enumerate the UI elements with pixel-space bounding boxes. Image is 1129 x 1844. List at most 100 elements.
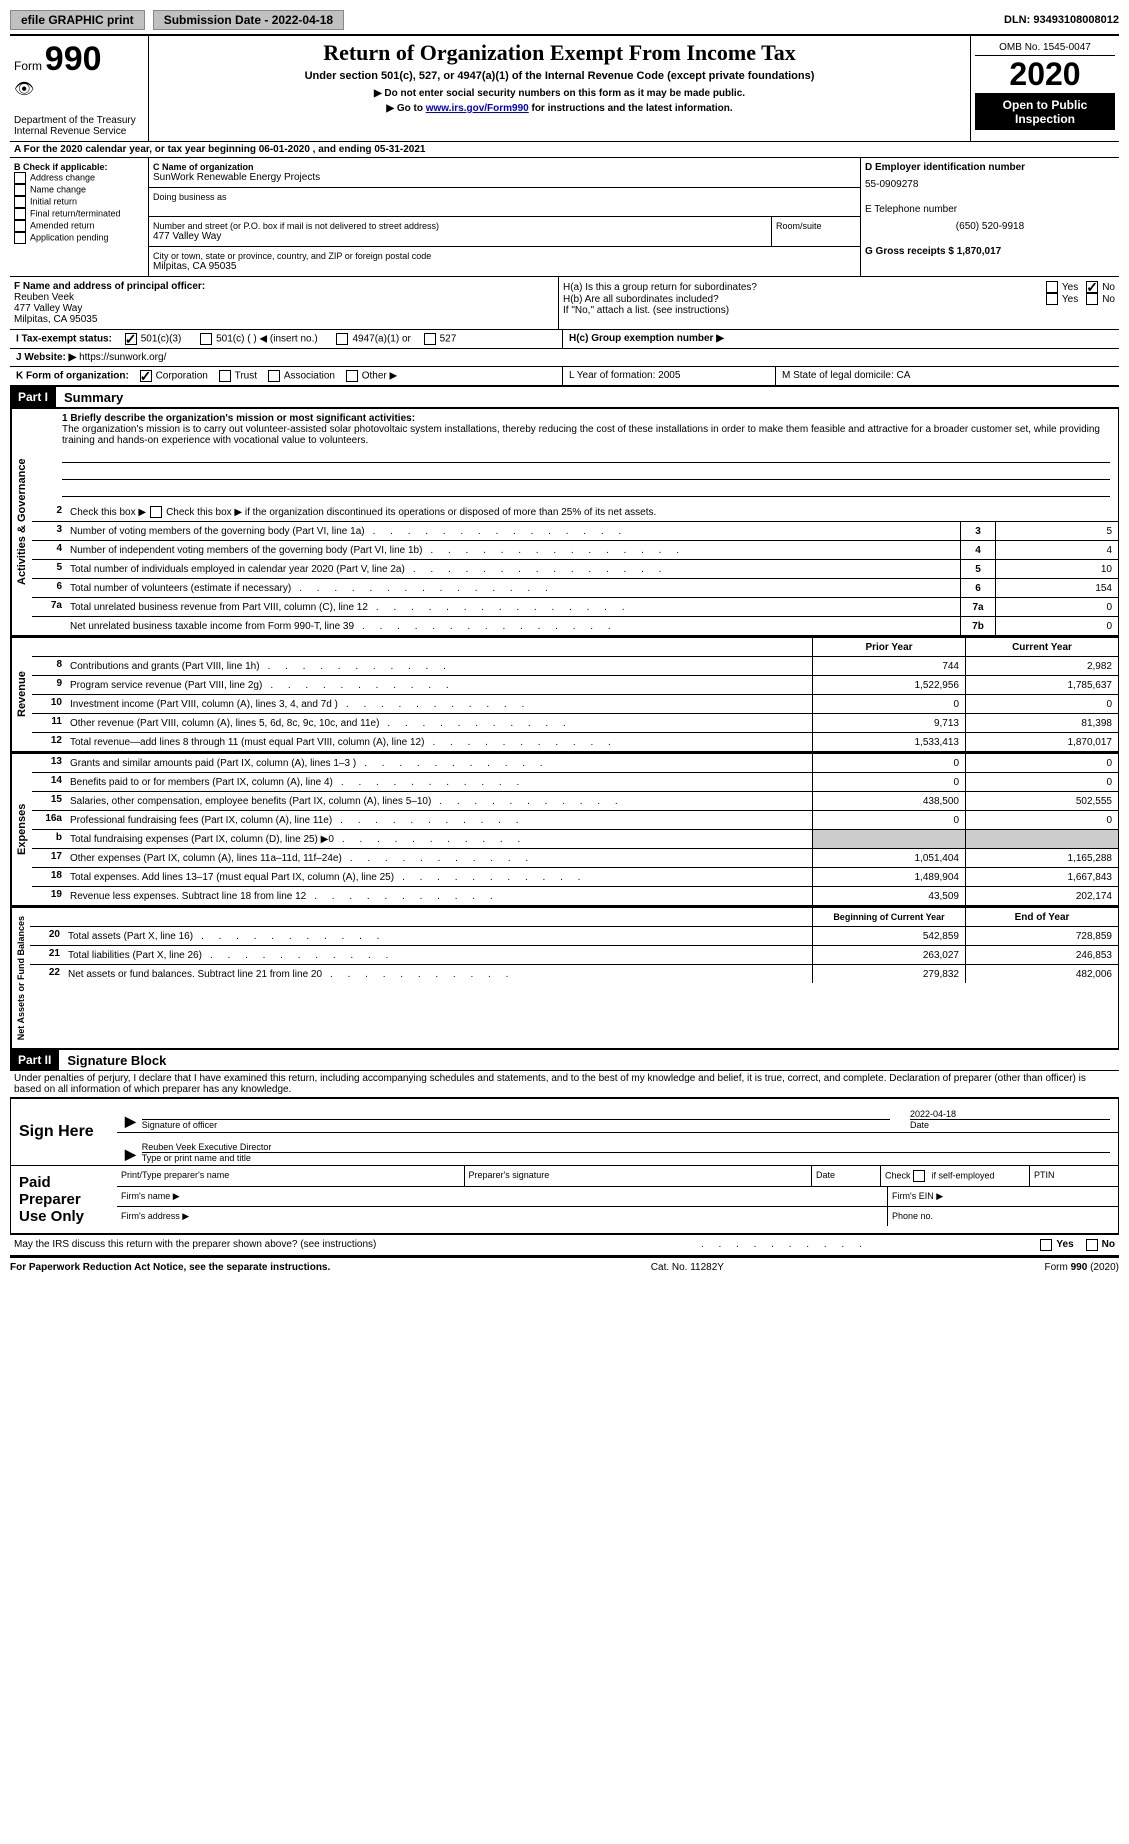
checkbox-hb-yes[interactable] [1046, 293, 1058, 305]
checkbox-ha-yes[interactable] [1046, 281, 1058, 293]
checkbox-initial-return[interactable] [14, 196, 26, 208]
ein-value: 55-0909278 [865, 179, 1115, 190]
officer-addr2: Milpitas, CA 95035 [14, 314, 554, 325]
row-l: L Year of formation: 2005 [563, 367, 776, 385]
firm-name-label: Firm's name ▶ [117, 1187, 888, 1206]
topbar: efile GRAPHIC print Submission Date - 20… [10, 10, 1119, 30]
ha-label: H(a) Is this a group return for subordin… [563, 282, 1046, 293]
vert-expenses: Expenses [11, 754, 32, 905]
checkbox-ha-no[interactable] [1086, 281, 1098, 293]
part1-title: Summary [56, 390, 123, 405]
sig-date-value: 2022-04-18 [910, 1109, 1110, 1120]
city-label: City or town, state or province, country… [153, 251, 856, 261]
discuss-text: May the IRS discuss this return with the… [14, 1239, 693, 1251]
row-k-label: K Form of organization: [16, 371, 129, 382]
checkbox-address-change[interactable] [14, 172, 26, 184]
sig-name-title-label: Type or print name and title [142, 1153, 1110, 1163]
irs-link[interactable]: www.irs.gov/Form990 [426, 103, 529, 114]
checkbox-discontinued[interactable] [150, 506, 162, 518]
part2-header: Part II [10, 1050, 59, 1070]
addr-value: 477 Valley Way [153, 231, 767, 242]
room-label: Room/suite [776, 221, 856, 231]
checkbox-name-change[interactable] [14, 184, 26, 196]
summary-expenses: Expenses 13 Grants and similar amounts p… [10, 752, 1119, 906]
part1-header-row: Part I Summary [10, 386, 1119, 408]
checkbox-4947[interactable] [336, 333, 348, 345]
submission-date-button[interactable]: Submission Date - 2022-04-18 [153, 10, 344, 30]
form-title: Return of Organization Exempt From Incom… [153, 40, 966, 66]
dln-label: DLN: 93493108008012 [1004, 14, 1119, 26]
checkbox-527[interactable] [424, 333, 436, 345]
dept-treasury: Department of the Treasury [14, 115, 144, 126]
checkbox-hb-no[interactable] [1086, 293, 1098, 305]
ptin-label: PTIN [1030, 1166, 1118, 1186]
firm-addr-label: Firm's address ▶ [117, 1207, 888, 1226]
prep-name-label: Print/Type preparer's name [117, 1166, 465, 1186]
phone-value: (650) 520-9918 [865, 221, 1115, 232]
checkbox-final-return[interactable] [14, 208, 26, 220]
checkbox-discuss-yes[interactable] [1040, 1239, 1052, 1251]
omb-number: OMB No. 1545-0047 [975, 40, 1115, 56]
vert-revenue: Revenue [11, 638, 32, 751]
row-i-label: I Tax-exempt status: [16, 334, 112, 345]
form-note-1: ▶ Do not enter social security numbers o… [153, 88, 966, 99]
end-year-header: End of Year [965, 908, 1118, 926]
signature-block: Sign Here ▶ Signature of officer 2022-04… [10, 1098, 1119, 1235]
checkbox-assoc[interactable] [268, 370, 280, 382]
footer-left: For Paperwork Reduction Act Notice, see … [10, 1262, 330, 1273]
city-value: Milpitas, CA 95035 [153, 261, 856, 272]
prep-sig-label: Preparer's signature [465, 1166, 813, 1186]
sign-here-label: Sign Here [11, 1099, 117, 1165]
mission-text: The organization's mission is to carry o… [62, 424, 1110, 446]
phone-label: E Telephone number [865, 204, 1115, 215]
mission-label: 1 Briefly describe the organization's mi… [62, 413, 1110, 424]
footer-right: Form 990 (2020) [1045, 1262, 1119, 1273]
part2-title: Signature Block [59, 1053, 166, 1068]
row-j-label: J Website: ▶ [16, 352, 76, 363]
section-a: A For the 2020 calendar year, or tax yea… [10, 142, 1119, 158]
hb-note: If "No," attach a list. (see instruction… [563, 305, 1115, 316]
sig-date-label: Date [910, 1120, 1110, 1130]
dba-label: Doing business as [153, 192, 856, 202]
checkbox-self-employed[interactable] [913, 1170, 925, 1182]
firm-phone-label: Phone no. [888, 1207, 1118, 1226]
prep-check-label: Check if self-employed [881, 1166, 1030, 1186]
current-year-header: Current Year [965, 638, 1118, 656]
summary-netassets: Net Assets or Fund Balances Beginning of… [10, 906, 1119, 1049]
addr-label: Number and street (or P.O. box if mail i… [153, 221, 767, 231]
efile-print-button[interactable]: efile GRAPHIC print [10, 10, 145, 30]
form-header: Form 990 👁 Department of the Treasury In… [10, 34, 1119, 142]
firm-ein-label: Firm's EIN ▶ [888, 1187, 1118, 1206]
checkbox-pending[interactable] [14, 232, 26, 244]
line2-text: Check this box ▶ [70, 507, 146, 518]
officer-label: F Name and address of principal officer: [14, 281, 554, 292]
part1-header: Part I [10, 387, 56, 407]
tax-year: 2020 [975, 56, 1115, 94]
checkbox-trust[interactable] [219, 370, 231, 382]
beg-year-header: Beginning of Current Year [812, 908, 965, 926]
org-name: SunWork Renewable Energy Projects [153, 172, 856, 183]
prior-year-header: Prior Year [812, 638, 965, 656]
form-subtitle: Under section 501(c), 527, or 4947(a)(1)… [153, 70, 966, 82]
dept-irs: Internal Revenue Service [14, 126, 144, 137]
form-note-2: ▶ Go to www.irs.gov/Form990 for instruct… [153, 103, 966, 114]
gross-receipts: G Gross receipts $ 1,870,017 [865, 246, 1115, 257]
checkbox-501c3[interactable] [125, 333, 137, 345]
vert-netassets: Net Assets or Fund Balances [11, 908, 30, 1048]
checkbox-501c[interactable] [200, 333, 212, 345]
form-number: 990 [45, 40, 102, 78]
part2-header-row: Part II Signature Block [10, 1049, 1119, 1071]
arrow-icon: ▶ [125, 1113, 142, 1130]
checkbox-discuss-no[interactable] [1086, 1239, 1098, 1251]
paid-prep-label: Paid Preparer Use Only [11, 1166, 117, 1233]
sig-officer-label: Signature of officer [142, 1120, 890, 1130]
checkbox-other[interactable] [346, 370, 358, 382]
officer-name: Reuben Veek [14, 292, 554, 303]
checkbox-corp[interactable] [140, 370, 152, 382]
col-b-title: B Check if applicable: [14, 162, 144, 172]
col-b-checkboxes: B Check if applicable: Address change Na… [10, 158, 149, 276]
checkbox-amended[interactable] [14, 220, 26, 232]
arrow-icon: ▶ [125, 1146, 142, 1163]
org-name-label: C Name of organization [153, 162, 856, 172]
section-bcd: B Check if applicable: Address change Na… [10, 158, 1119, 277]
